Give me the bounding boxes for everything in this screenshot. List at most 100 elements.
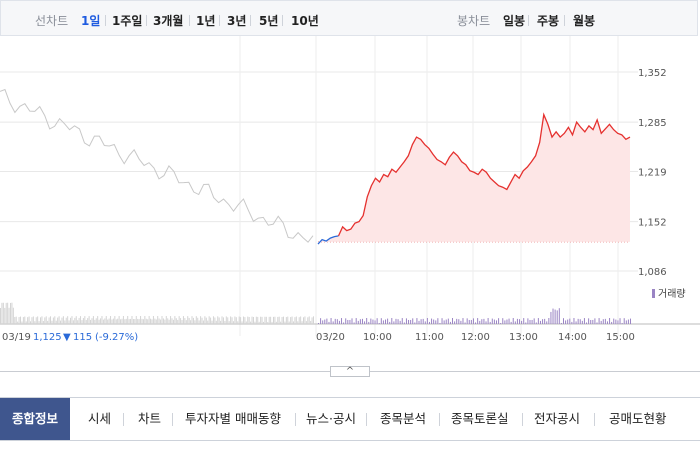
period-10year[interactable]: 10년 (291, 14, 319, 28)
period-3month[interactable]: 3개월 (153, 14, 184, 28)
volume-bar (554, 309, 556, 324)
prev-close-price: 1,125 (33, 332, 62, 343)
prev-volume-bar (84, 316, 86, 324)
prev-volume-bar (124, 319, 126, 324)
volume-bar (611, 321, 613, 324)
period-1year[interactable]: 1년 (196, 14, 216, 28)
prev-volume-bar (264, 316, 266, 324)
prev-volume-bar (25, 321, 27, 324)
prev-volume-bar (10, 302, 12, 324)
prev-volume-bar (95, 318, 97, 324)
prev-volume-bar (262, 321, 264, 324)
prev-volume-bar (258, 321, 260, 324)
today-area-fill (318, 114, 630, 245)
prev-volume-bar (85, 320, 87, 324)
volume-bar (401, 318, 403, 324)
volume-bar (366, 318, 368, 324)
separator (146, 15, 147, 26)
prev-volume-bar (297, 321, 299, 324)
volume-bar (341, 318, 343, 324)
prev-volume-bar (211, 320, 213, 324)
prev-volume-bar (138, 319, 140, 324)
tab-stock-analysis[interactable]: 종목분석 (380, 411, 427, 426)
volume-bar (433, 319, 435, 324)
prev-volume-bar (57, 317, 59, 324)
separator (366, 413, 367, 426)
volume-legend: 거래량 (658, 288, 686, 300)
tab-short-selling[interactable]: 공매도현황 (609, 411, 667, 426)
volume-bar (594, 318, 596, 324)
volume-bar (500, 322, 502, 324)
x-date-today: 03/20 (316, 332, 345, 343)
x-tick-label: 10:00 (363, 332, 392, 343)
prev-volume-bar (307, 317, 309, 324)
prev-volume-bar (281, 316, 283, 324)
prev-volume-bar (74, 317, 76, 324)
tab-chart[interactable]: 차트 (138, 411, 162, 426)
prev-volume-bar (78, 317, 80, 324)
y-tick-label: 1,152 (638, 218, 667, 229)
volume-bar (491, 318, 493, 324)
prev-volume-bar (313, 316, 314, 324)
volume-bar (512, 318, 514, 324)
tab-discussion[interactable]: 종목토론실 (451, 411, 509, 426)
prev-volume-bar (1, 302, 3, 324)
tab-quotes[interactable]: 시세 (88, 411, 112, 426)
prev-volume-bar (214, 317, 216, 324)
prev-volume-bar (27, 317, 29, 324)
prev-volume-bar (31, 317, 33, 324)
prev-volume-bar (67, 316, 69, 324)
period-3year[interactable]: 3년 (227, 14, 247, 28)
volume-bar (355, 318, 357, 324)
tab-news-disclosure[interactable]: 뉴스·공시 (306, 411, 356, 426)
prev-volume-bar (65, 317, 67, 324)
prev-volume-bar (224, 321, 226, 324)
volume-bar (596, 322, 598, 324)
volume-bar (416, 318, 418, 324)
tab-electronic-disclosure[interactable]: 전자공시 (534, 411, 581, 426)
prev-volume-bar (245, 321, 247, 324)
prev-volume-bar (105, 316, 107, 324)
prev-volume-bar (235, 317, 237, 324)
collapse-chart-button[interactable]: ^ (330, 366, 370, 377)
price-chart: 1,352 1,285 1,219 1,152 1,086 10:00 11:00 12:00… (0, 36, 700, 346)
prev-volume-bar (161, 316, 163, 324)
volume-bar (550, 311, 552, 324)
prev-volume-bar (42, 320, 44, 324)
prev-volume-bar (28, 316, 30, 324)
volume-bar (615, 319, 617, 324)
separator (282, 15, 283, 26)
period-5year[interactable]: 5년 (259, 14, 279, 28)
prev-volume-bar (64, 320, 66, 324)
separator (189, 15, 190, 26)
period-1day[interactable]: 1일 (81, 14, 101, 28)
volume-bar (334, 318, 336, 324)
prev-volume-bar (221, 316, 223, 324)
candle-daily[interactable]: 일봉 (503, 14, 526, 28)
tab-overview[interactable]: 종합정보 (0, 398, 71, 440)
candle-monthly[interactable]: 월봉 (573, 14, 596, 28)
candle-weekly[interactable]: 주봉 (537, 14, 560, 28)
prev-volume-bar (167, 318, 169, 324)
volume-bar (609, 318, 611, 324)
prev-volume-bar (230, 316, 232, 324)
volume-bar (324, 319, 326, 324)
volume-bar (374, 320, 376, 324)
prev-volume-bar (308, 316, 310, 324)
volume-bar (368, 321, 370, 324)
x-tick-label: 14:00 (558, 332, 587, 343)
prev-volume-bar (150, 318, 152, 324)
volume-bar (533, 318, 535, 324)
prev-volume-bar (120, 319, 122, 324)
prev-volume-bar (191, 316, 193, 324)
volume-bar (523, 318, 525, 324)
prev-volume-bar (251, 316, 253, 324)
prev-volume-bar (134, 319, 136, 324)
tab-investor-trading[interactable]: 투자자별 매매동향 (185, 411, 281, 426)
period-1week[interactable]: 1주일 (112, 14, 143, 28)
prev-volume-bar (250, 321, 252, 324)
prev-volume-bar (188, 317, 190, 324)
volume-bar (326, 318, 328, 324)
prev-volume-bar (277, 316, 279, 324)
divider-right (370, 371, 700, 372)
